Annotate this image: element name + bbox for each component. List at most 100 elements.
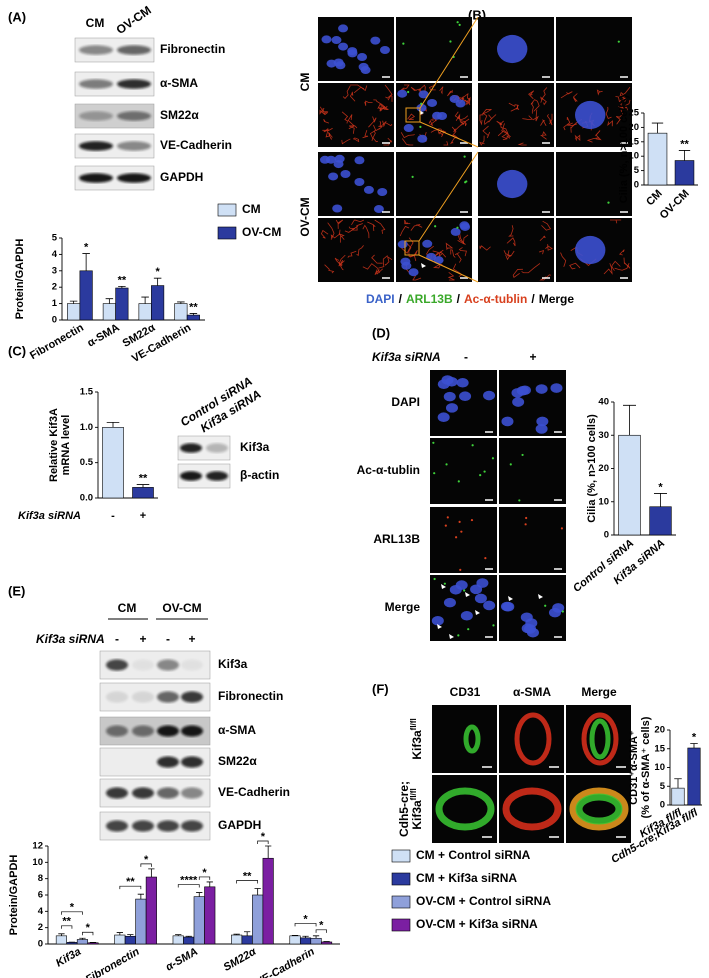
cilium [560,527,564,530]
micrograph [499,775,564,843]
bar [55,935,67,945]
y-tick-label: 1.0 [80,422,93,433]
blot-band [157,756,179,768]
cilium [457,634,460,637]
x-tick-label: OV-CM [658,188,692,222]
error-bar [137,893,145,900]
tubulin-fiber [546,114,553,126]
y-tick-label: 20 [628,122,639,133]
blot-band [106,659,128,671]
tubulin-fiber [319,106,329,115]
micrograph [556,17,632,81]
cilium [518,499,521,502]
tubulin-fiber [569,262,581,270]
condition-label: Kif3a siRNA [36,632,105,646]
micrograph [499,370,566,436]
blot-band [117,111,151,121]
error-bar [265,845,272,859]
blot-band [106,787,128,799]
row-label: OV-CM [298,197,312,236]
error-bar [622,404,637,436]
tubulin-fiber [567,122,578,127]
significance: **** [180,874,198,886]
blot-band [106,725,128,737]
tubulin-fiber [367,221,376,232]
vessel [575,793,623,825]
nucleus [497,34,528,64]
nucleus [347,47,358,56]
legend-swatch [217,203,237,217]
error-bar [674,778,682,789]
blot-band [117,79,151,89]
blot-row-label: β-actin [240,468,279,482]
micrograph [499,507,566,573]
nucleus [535,384,548,394]
bar [124,935,136,945]
nucleus [456,377,469,388]
micrograph [432,775,497,843]
tubulin-fiber [362,130,369,139]
tubulin-fiber [574,134,581,141]
blot-row-label: Kif3a [218,657,248,671]
nucleus [354,156,365,165]
nucleus [449,94,460,103]
blot-band [157,691,179,703]
arrowhead [441,584,446,589]
tubulin-fiber [458,247,467,257]
tubulin-fiber [560,91,573,99]
y-axis-label: Cilia (%, n>100 cells) [618,94,630,203]
blot-band [132,691,154,703]
blot-band [106,820,128,832]
significance-bracket [61,925,73,929]
y-tick-label: 30 [598,430,609,441]
cilium [446,516,449,519]
bar [204,886,216,945]
x-tick-label: Fibronectin [28,322,86,362]
legend-swatch [391,918,411,932]
caption-part: DAPI [366,292,395,306]
cilium [456,226,459,229]
blot-band [157,659,179,671]
significance: ** [139,472,148,484]
cilium [456,21,459,24]
y-tick-label: 40 [598,397,609,408]
tubulin-fiber [450,137,456,145]
column-label: + [139,632,146,646]
significance: * [70,902,75,914]
nucleus [459,391,472,402]
bar [674,160,695,186]
blot-band [181,756,203,768]
tubulin-fiber [400,84,410,91]
blot-row-label: GAPDH [218,818,261,832]
y-axis-label: CD31⁺α-SMA⁺ [628,730,640,805]
nucleus [340,169,351,178]
tubulin-fiber [438,251,447,258]
panel-label: (A) [8,9,26,24]
tubulin-fiber [404,219,411,225]
row-label-superscript: fl/fl [409,718,418,730]
y-tick-label: 1.5 [80,387,94,398]
bar [67,303,81,321]
significance: * [202,867,207,879]
cilium [524,523,527,526]
bar [618,434,641,536]
tubulin-fiber [327,222,335,240]
nucleus [373,205,384,214]
tubulin-fiber [595,130,602,141]
tubulin-fiber [623,257,631,269]
error-bar [58,933,65,936]
column-label: - [115,632,119,646]
tubulin-fiber [387,94,393,102]
tubulin-fiber [325,127,333,138]
bar [66,942,78,945]
blot-band [181,691,203,703]
nucleus [397,89,408,98]
nucleus [535,424,548,434]
row-label-superscript: fl/fl [409,788,418,800]
nucleus [401,261,412,270]
bar [135,898,147,945]
tubulin-fiber [618,105,625,115]
nucleus [377,188,388,197]
cilium [492,624,495,627]
blot-band [181,725,203,737]
